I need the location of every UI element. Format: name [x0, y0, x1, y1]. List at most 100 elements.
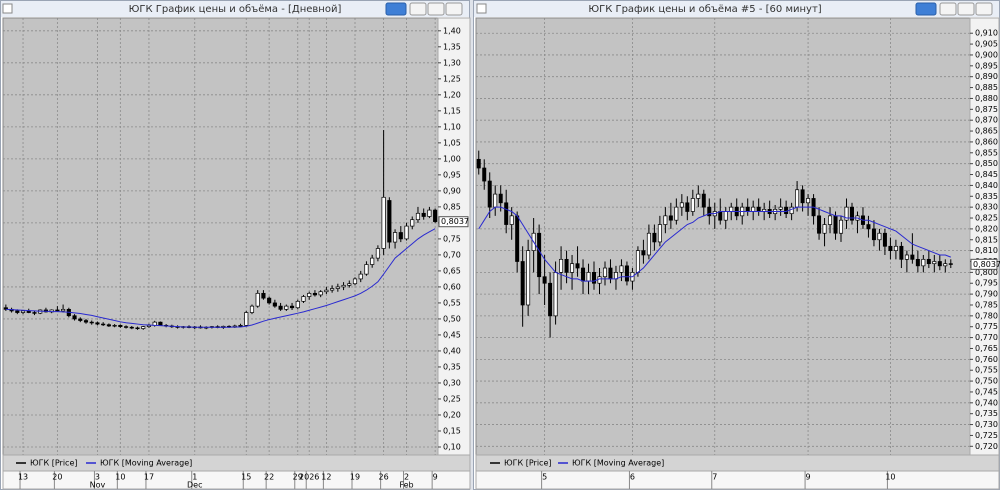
candle-body	[421, 212, 426, 217]
candle-body	[289, 305, 295, 309]
candle-body	[833, 215, 838, 234]
y-tick-label: 0,15	[443, 426, 461, 435]
x-tick-label: 10	[885, 473, 895, 482]
last-price-box	[970, 258, 998, 270]
candle-body	[679, 202, 684, 208]
y-tick-label: 0,745	[975, 387, 998, 396]
candle-body	[312, 292, 318, 296]
candle-body	[926, 258, 931, 265]
candle-body	[564, 258, 569, 273]
maximize-button[interactable]	[957, 2, 975, 16]
y-tick-label: 0,725	[975, 431, 998, 440]
candle-body	[61, 308, 66, 312]
x-tick-label: 26	[379, 473, 389, 482]
candle-body	[352, 278, 358, 285]
candle-body	[498, 193, 503, 204]
candle-body	[646, 232, 651, 256]
candle-body	[817, 215, 822, 234]
x-tick-label: Nov	[90, 481, 106, 490]
candle-body	[393, 232, 398, 243]
candle-body	[723, 211, 728, 221]
candle-body	[15, 310, 20, 313]
y-tick-label: 0,750	[975, 377, 998, 386]
candle-body	[364, 264, 369, 275]
candle-body	[559, 258, 564, 273]
y-tick-label: 0,50	[443, 314, 461, 323]
minimize-button[interactable]	[939, 2, 957, 16]
candle-body	[548, 282, 553, 317]
maximize-button[interactable]	[427, 2, 445, 16]
candle-body	[504, 202, 509, 225]
candle-body	[410, 219, 415, 227]
y-tick-label: 1,05	[443, 138, 461, 147]
candle-body	[932, 261, 937, 265]
date-axis	[2, 470, 471, 490]
y-tick-label: 0,30	[443, 378, 461, 387]
candle-body	[238, 324, 243, 327]
candle-body	[581, 267, 586, 282]
candle-body	[948, 263, 953, 265]
candle-body	[718, 211, 723, 221]
y-tick-label: 0,910	[975, 29, 998, 38]
y-tick-label: 0,40	[443, 346, 461, 355]
candle-body	[575, 263, 580, 269]
y-tick-label: 0,830	[975, 203, 998, 212]
candle-body	[415, 212, 421, 221]
candle-body	[877, 232, 882, 241]
candle-body	[330, 288, 335, 291]
window-title: ЮГК График цены и объёма #5 - [60 минут]	[588, 4, 821, 15]
y-tick-label: 0,885	[975, 83, 998, 92]
candle-body	[118, 324, 123, 327]
y-tick-label: 0,845	[975, 170, 998, 179]
y-tick-label: 0,20	[443, 410, 461, 419]
candle-body	[515, 215, 520, 262]
y-tick-label: 0,755	[975, 366, 998, 375]
x-tick-label: 5	[542, 473, 547, 482]
candle-body	[55, 309, 60, 312]
x-tick-label: 7	[712, 473, 717, 482]
window-icon	[476, 3, 487, 14]
candle-body	[106, 324, 111, 327]
candle-body	[553, 272, 558, 317]
x-tick-label: 17	[144, 473, 154, 482]
x-tick-label: 20	[52, 473, 62, 482]
candle-body	[707, 206, 712, 217]
candle-body	[83, 320, 89, 323]
y-tick-label: 0,790	[975, 290, 998, 299]
x-tick-label: 3	[95, 473, 100, 482]
pin-button[interactable]	[385, 2, 407, 16]
y-tick-label: 0,855	[975, 148, 998, 157]
candle-body	[943, 263, 948, 267]
y-tick-label: 0,25	[443, 394, 461, 403]
pin-button[interactable]	[915, 2, 937, 16]
moving-average-line	[5, 228, 436, 328]
x-tick-label: 6	[630, 473, 635, 482]
y-tick-label: 0,800	[975, 268, 998, 277]
y-tick-label: 0,795	[975, 279, 998, 288]
legend-label: ЮГК [Moving Average]	[572, 459, 664, 468]
last-price-label: 0,8037	[973, 260, 1000, 269]
close-button[interactable]	[445, 2, 463, 16]
y-tick-label: 0,875	[975, 105, 998, 114]
candle-body	[795, 189, 800, 208]
candle-body	[745, 206, 750, 212]
y-tick-label: 0,35	[443, 362, 461, 371]
candle-body	[284, 305, 289, 310]
candle-body	[427, 209, 432, 217]
minimize-button[interactable]	[409, 2, 427, 16]
candle-body	[141, 326, 146, 329]
y-tick-label: 0,900	[975, 50, 998, 59]
candle-body	[882, 232, 887, 247]
x-tick-label: 19	[350, 473, 360, 482]
candle-body	[123, 326, 129, 328]
candle-body	[690, 198, 695, 212]
y-tick-label: 0,785	[975, 300, 998, 309]
candle-body	[537, 232, 542, 278]
candle-body	[915, 258, 920, 267]
close-button[interactable]	[975, 2, 993, 16]
legend-label: ЮГК [Moving Average]	[100, 459, 192, 468]
candle-body	[347, 283, 352, 286]
candle-body	[839, 219, 844, 234]
candle-body	[570, 263, 575, 273]
